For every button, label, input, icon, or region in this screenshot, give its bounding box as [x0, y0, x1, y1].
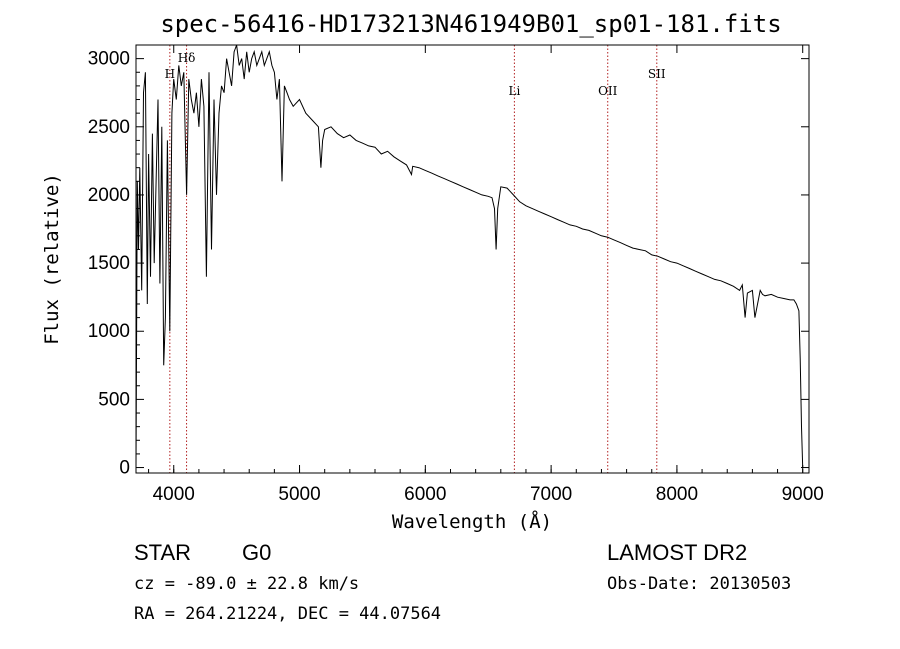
y-tick-label: 2000	[88, 185, 130, 206]
plot-frame	[135, 44, 810, 474]
chart-title: spec-56416-HD173213N461949B01_sp01-181.f…	[160, 10, 781, 38]
x-tick-label: 9000	[782, 484, 824, 505]
spectral-line-label: H	[165, 67, 175, 81]
x-tick-label: 4000	[153, 484, 195, 505]
object-class: STAR	[134, 540, 191, 565]
spectral-lines: HHδ Li OII SII	[165, 45, 666, 473]
observation-date: Obs-Date: 20130503	[607, 574, 791, 594]
spectrum-series	[135, 44, 804, 468]
y-axis-label: Flux (relative)	[41, 173, 63, 345]
spectral-subclass: G0	[242, 540, 271, 565]
survey-name: LAMOST DR2	[607, 540, 747, 565]
y-axis-ticks: 0 500 1000 1500 2000 2500 3000	[88, 49, 809, 479]
y-tick-label: 2500	[88, 117, 130, 138]
x-axis-ticks: 4000 5000 6000 7000 8000 9000	[148, 45, 824, 505]
x-tick-label: 6000	[404, 484, 446, 505]
y-tick-label: 500	[98, 389, 130, 410]
redshift-cz: cz = -89.0 ± 22.8 km/s	[134, 574, 359, 594]
spectral-line-label: Hδ	[178, 51, 196, 65]
spectral-line-label: OII	[598, 84, 618, 98]
x-tick-label: 8000	[656, 484, 698, 505]
y-tick-label: 0	[119, 458, 130, 479]
spectral-line-label: SII	[648, 67, 666, 81]
x-tick-label: 5000	[278, 484, 320, 505]
spectral-line-label: Li	[508, 84, 520, 98]
coordinates: RA = 264.21224, DEC = 44.07564	[134, 604, 441, 624]
x-tick-label: 7000	[530, 484, 572, 505]
y-tick-label: 1000	[88, 321, 130, 342]
x-axis-label: Wavelength (Å)	[392, 510, 552, 533]
y-tick-label: 1500	[88, 253, 130, 274]
spectrum-line	[135, 44, 804, 468]
y-tick-label: 3000	[88, 49, 130, 70]
